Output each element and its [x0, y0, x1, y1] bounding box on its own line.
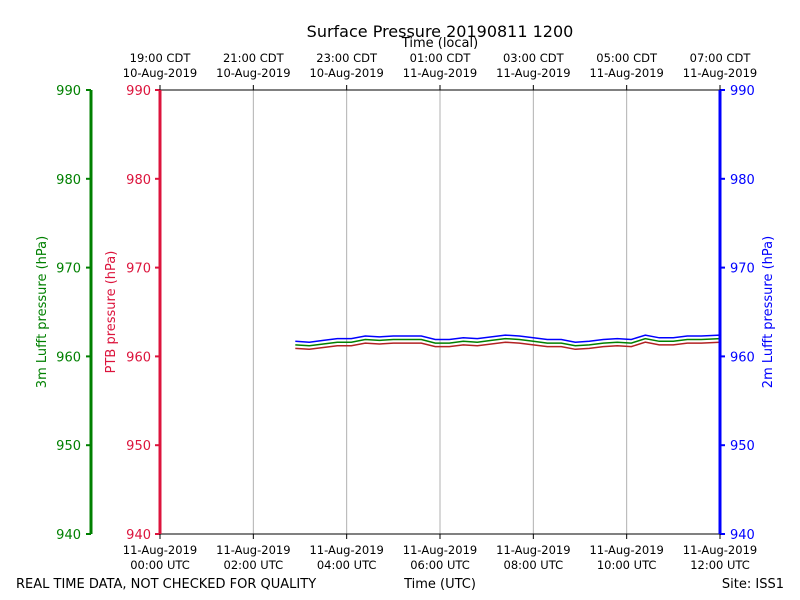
y-tick-label-inner: 940: [126, 528, 151, 543]
x-tick-label-bottom-date: 11-Aug-2019: [123, 543, 197, 557]
grid-lines: [252, 90, 628, 534]
y-tick-label-outer: 950: [56, 439, 81, 454]
x-tick-label-top-time: 05:00 CDT: [596, 51, 658, 65]
y-tick-label-right: 950: [730, 439, 755, 454]
x-tick-label-top-date: 10-Aug-2019: [309, 66, 383, 80]
series-line: [295, 337, 721, 347]
bottom-axis-label: Time (UTC): [403, 577, 476, 592]
y-tick-label-inner: 990: [126, 84, 151, 99]
x-tick-label-bottom-time: 12:00 UTC: [690, 558, 750, 572]
y-axis-title-inner: PTB pressure (hPa): [104, 251, 119, 374]
y-tick-label-outer: 990: [56, 84, 81, 99]
x-tick-label-top-date: 10-Aug-2019: [123, 66, 197, 80]
x-tick-label-top-date: 11-Aug-2019: [496, 66, 570, 80]
x-tick-label-top-time: 01:00 CDT: [410, 51, 472, 65]
x-tick-label-bottom-date: 11-Aug-2019: [589, 543, 663, 557]
x-tick-label-bottom-time: 04:00 UTC: [317, 558, 377, 572]
y-tick-label-right: 990: [730, 84, 755, 99]
y-tick-label-right: 980: [730, 173, 755, 188]
x-tick-label-bottom-time: 08:00 UTC: [504, 558, 564, 572]
quality-disclaimer: REAL TIME DATA, NOT CHECKED FOR QUALITY: [16, 577, 316, 592]
x-tick-label-bottom-date: 11-Aug-2019: [216, 543, 290, 557]
x-tick-label-top-date: 11-Aug-2019: [683, 66, 757, 80]
x-tick-label-bottom-time: 02:00 UTC: [224, 558, 284, 572]
x-tick-label-top-time: 07:00 CDT: [690, 51, 752, 65]
x-tick-label-top-time: 19:00 CDT: [130, 51, 192, 65]
y-tick-label-inner: 950: [126, 439, 151, 454]
series-group: [295, 334, 721, 351]
y-tick-label-right: 970: [730, 262, 755, 277]
y-tick-label-inner: 970: [126, 262, 151, 277]
y-tick-label-right: 960: [730, 350, 755, 365]
x-tick-label-top-date: 10-Aug-2019: [216, 66, 290, 80]
x-tick-label-top-time: 21:00 CDT: [223, 51, 285, 65]
chart-title: Surface Pressure 20190811 1200: [307, 22, 574, 41]
y-tick-label-outer: 980: [56, 173, 81, 188]
y-tick-label-inner: 960: [126, 350, 151, 365]
x-tick-label-top-date: 11-Aug-2019: [589, 66, 663, 80]
x-tick-label-bottom-date: 11-Aug-2019: [403, 543, 477, 557]
x-tick-label-bottom-time: 00:00 UTC: [130, 558, 190, 572]
y-axis-title-right: 2m Lufft pressure (hPa): [761, 236, 776, 388]
y-tick-label-inner: 980: [126, 173, 151, 188]
x-tick-label-bottom-time: 10:00 UTC: [597, 558, 657, 572]
x-tick-label-top-date: 11-Aug-2019: [403, 66, 477, 80]
x-tick-label-bottom-date: 11-Aug-2019: [683, 543, 757, 557]
y-tick-label-right: 940: [730, 528, 755, 543]
x-tick-label-bottom-date: 11-Aug-2019: [496, 543, 570, 557]
x-tick-label-bottom-time: 06:00 UTC: [410, 558, 470, 572]
axes-group: 940 940 940 950 950 950 960 960 960 970 970 970 980 9…: [35, 51, 776, 572]
y-tick-label-outer: 940: [56, 528, 81, 543]
site-label: Site: ISS1: [722, 577, 784, 592]
series-line: [295, 334, 721, 343]
x-tick-label-bottom-date: 11-Aug-2019: [309, 543, 383, 557]
x-tick-label-top-time: 23:00 CDT: [316, 51, 378, 65]
x-tick-label-top-time: 03:00 CDT: [503, 51, 565, 65]
series-line: [295, 341, 721, 351]
y-axis-title-outer: 3m Lufft pressure (hPa): [35, 236, 50, 388]
y-tick-label-outer: 960: [56, 350, 81, 365]
top-axis-label: Time (local): [401, 36, 478, 51]
y-tick-label-outer: 970: [56, 262, 81, 277]
